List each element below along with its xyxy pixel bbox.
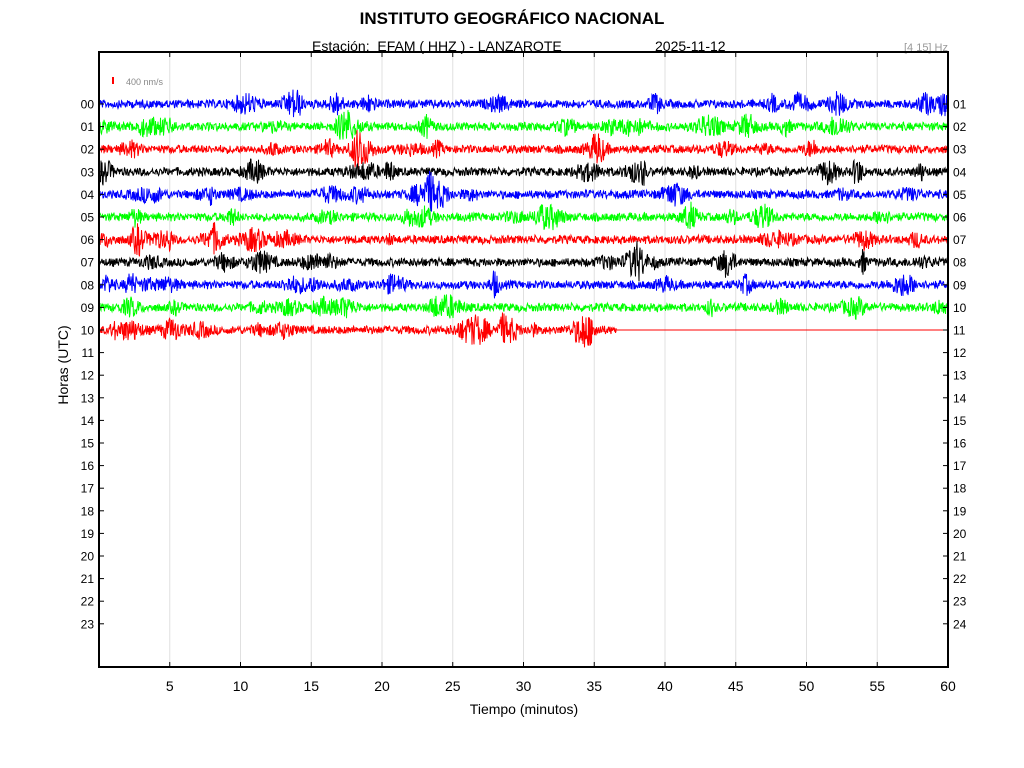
row-label-right-07: 07 (953, 233, 967, 247)
row-label-left-09: 09 (81, 301, 95, 315)
trace-hour-03 (98, 158, 949, 186)
x-tick-label-10: 10 (233, 678, 249, 694)
x-tick-label-20: 20 (374, 678, 390, 694)
row-label-right-11: 11 (953, 324, 966, 338)
row-label-left-01: 01 (81, 120, 95, 134)
trace-hour-05 (98, 201, 949, 231)
row-label-right-19: 19 (953, 504, 967, 518)
row-label-left-15: 15 (81, 437, 95, 451)
row-label-left-19: 19 (81, 527, 95, 541)
row-label-right-24: 24 (953, 617, 967, 631)
row-label-right-16: 16 (953, 437, 967, 451)
scale-label: 400 nm/s (126, 77, 164, 87)
row-label-left-18: 18 (81, 504, 95, 518)
row-label-right-06: 06 (953, 211, 967, 225)
row-label-left-11: 11 (82, 346, 95, 360)
row-label-left-22: 22 (81, 595, 95, 609)
row-label-right-13: 13 (953, 369, 967, 383)
row-label-right-23: 23 (953, 595, 967, 609)
row-label-left-20: 20 (81, 550, 95, 564)
trace-hour-10 (98, 312, 617, 348)
x-tick-label-60: 60 (940, 678, 956, 694)
x-tick-label-45: 45 (728, 678, 744, 694)
row-label-left-06: 06 (81, 233, 95, 247)
x-axis-label: Tiempo (minutos) (470, 701, 578, 717)
row-label-right-17: 17 (953, 459, 967, 473)
trace-hour-04 (98, 170, 949, 212)
row-label-left-10: 10 (81, 324, 95, 338)
x-tick-label-25: 25 (445, 678, 461, 694)
scale-bar (112, 77, 114, 84)
axis-ticks (99, 52, 949, 667)
row-label-left-12: 12 (81, 369, 95, 383)
axis-labels: 5 10 15 20 25 30 35 40 45 50 55 60 00 01 02 03 04 05 06 07 0… (81, 98, 967, 695)
row-label-left-03: 03 (81, 165, 95, 179)
row-label-right-05: 05 (953, 188, 967, 202)
row-label-right-10: 10 (953, 301, 967, 315)
date-label: 2025-11-12 (655, 38, 726, 54)
row-label-right-01: 01 (953, 98, 967, 112)
trace-hour-06 (98, 222, 949, 257)
row-label-left-16: 16 (81, 459, 95, 473)
trace-hour-00 (98, 89, 949, 118)
trace-hour-07 (98, 240, 949, 282)
trace-hour-09 (98, 294, 949, 320)
trace-hour-08 (98, 270, 949, 299)
row-label-right-14: 14 (953, 391, 967, 405)
chart-title: INSTITUTO GEOGRÁFICO NACIONAL (359, 9, 665, 28)
row-label-left-07: 07 (81, 256, 95, 270)
x-tick-label-15: 15 (303, 678, 319, 694)
station-label: Estación: EFAM ( HHZ ) - LANZAROTE (312, 38, 562, 54)
row-label-left-00: 00 (81, 98, 95, 112)
row-label-right-22: 22 (953, 572, 967, 586)
row-label-right-18: 18 (953, 482, 967, 496)
x-tick-label-40: 40 (657, 678, 673, 694)
row-label-right-20: 20 (953, 527, 967, 541)
row-label-left-17: 17 (81, 482, 95, 496)
row-label-right-04: 04 (953, 165, 967, 179)
x-tick-label-50: 50 (799, 678, 815, 694)
row-label-right-12: 12 (953, 346, 967, 360)
x-tick-label-35: 35 (586, 678, 602, 694)
trace-hour-01 (98, 110, 949, 140)
row-label-left-13: 13 (81, 391, 95, 405)
row-label-left-23: 23 (81, 617, 95, 631)
row-label-left-08: 08 (81, 278, 95, 292)
row-label-right-08: 08 (953, 256, 967, 270)
y-axis-label: Horas (UTC) (55, 325, 71, 404)
row-label-left-21: 21 (81, 572, 95, 586)
x-tick-label-5: 5 (166, 678, 174, 694)
x-tick-label-30: 30 (516, 678, 532, 694)
trace-hour-02 (98, 129, 949, 172)
row-label-right-03: 03 (953, 143, 967, 157)
x-tick-label-55: 55 (869, 678, 885, 694)
row-label-right-15: 15 (953, 414, 967, 428)
row-label-right-21: 21 (953, 550, 967, 564)
row-label-left-02: 02 (81, 143, 95, 157)
row-label-right-02: 02 (953, 120, 967, 134)
row-label-left-14: 14 (81, 414, 95, 428)
row-label-right-09: 09 (953, 278, 967, 292)
row-label-left-04: 04 (81, 188, 95, 202)
row-label-left-05: 05 (81, 211, 95, 225)
seismic-traces (98, 89, 949, 348)
